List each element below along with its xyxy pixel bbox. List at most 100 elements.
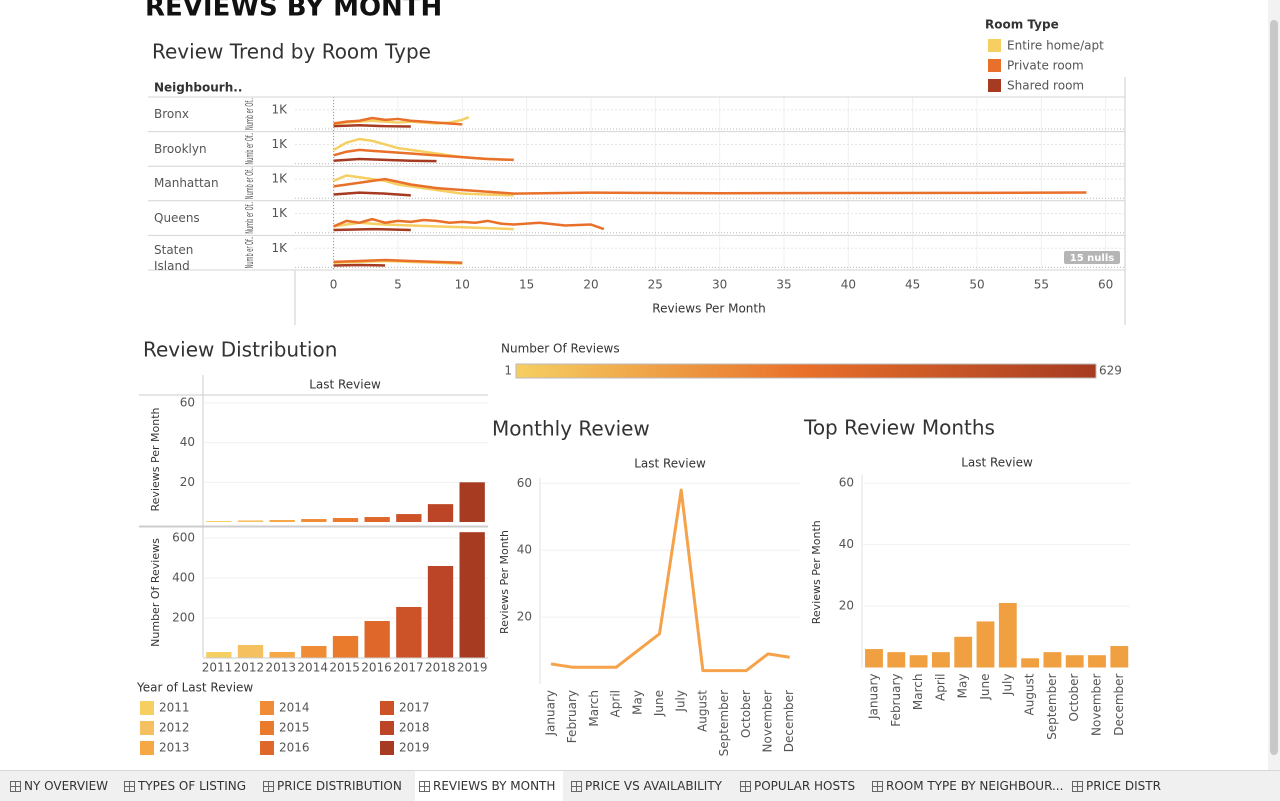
bar bbox=[364, 517, 390, 522]
legend-swatch bbox=[380, 741, 394, 755]
x-tick-label: May bbox=[630, 690, 644, 715]
legend-label: Private room bbox=[1007, 59, 1084, 73]
line bbox=[550, 488, 790, 673]
x-tick-label: 40 bbox=[841, 278, 856, 292]
chart-title: Review Distribution bbox=[143, 338, 337, 362]
bar bbox=[206, 652, 232, 658]
tab[interactable]: PRICE DISTR bbox=[1068, 771, 1161, 801]
y-tick-label: 1K bbox=[271, 102, 288, 116]
bar bbox=[1043, 652, 1062, 668]
x-tick-label: June bbox=[978, 674, 992, 701]
bar bbox=[301, 646, 327, 658]
bar bbox=[887, 652, 906, 668]
legend-label: 2014 bbox=[279, 701, 310, 715]
x-tick-label: 30 bbox=[712, 278, 727, 292]
trend-line bbox=[333, 258, 463, 265]
legend-label: Shared room bbox=[1007, 79, 1084, 93]
y-axis-label: Number Of Reviews bbox=[149, 538, 162, 647]
bar bbox=[865, 649, 883, 668]
legend-swatch bbox=[140, 741, 154, 755]
legend-label: Entire home/apt bbox=[1007, 39, 1104, 53]
trend-line bbox=[333, 177, 1087, 195]
x-tick-label: 2018 bbox=[425, 661, 456, 675]
trend-line bbox=[333, 221, 514, 231]
y-tick-label: 1K bbox=[271, 206, 288, 220]
color-legend-title: Number Of Reviews bbox=[501, 342, 620, 356]
x-tick-label: September bbox=[717, 690, 731, 756]
tab[interactable]: ROOM TYPE BY NEIGHBOUR... bbox=[868, 771, 1063, 801]
legend-label: 2017 bbox=[399, 701, 430, 715]
bar bbox=[269, 652, 295, 658]
y-tick-label: 20 bbox=[517, 610, 532, 624]
y-tick-label: 600 bbox=[172, 531, 195, 545]
y-axis-label: Numb er Of.. bbox=[243, 167, 256, 199]
page-title: REVIEWS BY MONTH bbox=[145, 0, 442, 23]
row-label: Queens bbox=[154, 210, 200, 225]
bar bbox=[427, 504, 454, 522]
x-tick-label: April bbox=[933, 674, 947, 701]
canvas: REVIEWS BY MONTH Review Trend by Room Ty… bbox=[136, 0, 1280, 770]
tab[interactable]: PRICE DISTRIBUTION bbox=[259, 771, 402, 801]
x-tick-label: 15 bbox=[519, 278, 534, 292]
x-tick-label: 2017 bbox=[393, 661, 424, 675]
bar bbox=[427, 566, 454, 658]
x-tick-label: 60 bbox=[1098, 278, 1113, 292]
y-tick-label: 40 bbox=[839, 537, 854, 551]
tab[interactable]: POPULAR HOSTS bbox=[736, 771, 855, 801]
bar bbox=[954, 636, 973, 668]
bar bbox=[269, 520, 295, 522]
bar bbox=[364, 621, 390, 658]
x-tick-label: 2019 bbox=[457, 661, 488, 675]
x-tick-label: July bbox=[1000, 674, 1014, 697]
x-tick-label: November bbox=[1090, 673, 1104, 735]
y-axis-label: Reviews Per Month bbox=[149, 407, 162, 511]
y-axis-label: Numb er Of.. bbox=[243, 202, 256, 234]
x-tick-label: June bbox=[652, 690, 666, 717]
y-tick-label: 1K bbox=[271, 137, 288, 151]
tab[interactable]: REVIEWS BY MONTH bbox=[415, 771, 564, 801]
legend-title: Year of Last Review bbox=[136, 681, 253, 695]
bar bbox=[1110, 645, 1129, 668]
column-header: Last Review bbox=[961, 456, 1033, 470]
x-tick-label: January bbox=[867, 674, 881, 721]
x-tick-label: 45 bbox=[905, 278, 920, 292]
bar bbox=[237, 520, 264, 522]
chart-title: Monthly Review bbox=[492, 417, 650, 441]
bar bbox=[206, 521, 232, 523]
y-axis-label: Numb er Of.. bbox=[243, 133, 256, 165]
legend-label: 2015 bbox=[279, 721, 310, 735]
bar bbox=[396, 514, 422, 522]
tab[interactable]: TYPES OF LISTING bbox=[120, 771, 246, 801]
y-tick-label: 60 bbox=[839, 476, 854, 490]
legend-label: 2016 bbox=[279, 741, 310, 755]
chart-title: Review Trend by Room Type bbox=[152, 40, 431, 64]
tab-bar: NY OVERVIEW TYPES OF LISTING PRICE DISTRIB… bbox=[0, 770, 1280, 801]
legend-label: 2011 bbox=[159, 701, 190, 715]
null-badge-text: 15 nulls bbox=[1070, 253, 1114, 264]
x-tick-label: November bbox=[761, 690, 775, 752]
y-tick-label: 200 bbox=[172, 611, 195, 625]
bar bbox=[1021, 658, 1040, 668]
y-axis-label: Numb er Of.. bbox=[243, 98, 256, 130]
legend-label: 2019 bbox=[399, 741, 430, 755]
color-max: 629 bbox=[1099, 364, 1122, 378]
x-tick-label: 2015 bbox=[329, 661, 360, 675]
trend-line bbox=[333, 191, 411, 197]
x-tick-label: 50 bbox=[969, 278, 984, 292]
tab[interactable]: NY OVERVIEW bbox=[6, 771, 108, 801]
legend-swatch bbox=[260, 741, 274, 755]
legend-swatch bbox=[988, 79, 1001, 92]
legend-swatch bbox=[260, 721, 274, 735]
bar bbox=[301, 519, 327, 522]
y-tick-label: 20 bbox=[839, 599, 854, 613]
legend-swatch bbox=[380, 721, 394, 735]
null-badge bbox=[1064, 251, 1120, 264]
bar bbox=[931, 652, 950, 668]
legend-swatch bbox=[380, 701, 394, 715]
x-tick-label: 55 bbox=[1034, 278, 1049, 292]
tab[interactable]: PRICE VS AVAILABILITY bbox=[567, 771, 722, 801]
trend-line bbox=[333, 157, 437, 163]
scroll-thumb[interactable] bbox=[1270, 20, 1278, 755]
bar bbox=[237, 645, 264, 658]
